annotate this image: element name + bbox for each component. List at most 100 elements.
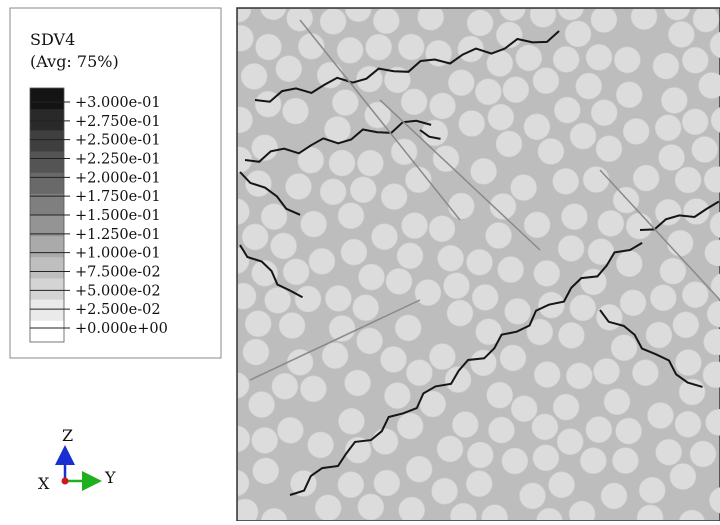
- fiber: [295, 286, 321, 312]
- fiber: [670, 464, 696, 490]
- x-axis: [62, 478, 69, 485]
- colorbar-band: [30, 279, 64, 301]
- legend-variable: SDV4: [30, 30, 75, 49]
- fiber: [656, 439, 682, 465]
- fiber: [616, 82, 642, 108]
- fiber: [580, 448, 606, 474]
- fiber: [241, 63, 267, 89]
- fiber: [623, 118, 649, 144]
- fiber: [596, 304, 622, 330]
- fiber: [549, 472, 575, 498]
- fiber: [500, 345, 526, 371]
- fiber: [261, 204, 287, 230]
- fiber: [372, 224, 398, 250]
- fiber: [534, 260, 560, 286]
- fiber: [655, 115, 681, 141]
- fiber: [444, 273, 470, 299]
- fiber: [682, 282, 708, 308]
- fiber: [399, 497, 425, 521]
- fiber: [498, 257, 524, 283]
- colorbar-label: +7.500e-02: [75, 265, 161, 281]
- fiber: [338, 472, 364, 498]
- fiber: [594, 358, 620, 384]
- fiber: [650, 285, 676, 311]
- fiber: [433, 146, 459, 172]
- colorbar-label: +2.500e-01: [75, 133, 161, 149]
- colorbar-band: [30, 109, 64, 131]
- fiber: [496, 131, 522, 157]
- fiber: [596, 136, 622, 162]
- fiber: [553, 168, 579, 194]
- fiber: [565, 21, 591, 47]
- fiber: [430, 93, 456, 119]
- fiber: [598, 210, 624, 236]
- fiber: [467, 442, 493, 468]
- fiber: [283, 259, 309, 285]
- fiber: [558, 322, 584, 348]
- fiber: [242, 224, 268, 250]
- fiber: [223, 372, 249, 398]
- fiber: [225, 0, 251, 22]
- fiber: [511, 396, 537, 422]
- colorbar-band: [30, 88, 64, 110]
- fiber: [279, 313, 305, 339]
- fiber: [309, 248, 335, 274]
- fiber: [357, 150, 383, 176]
- fiber: [516, 45, 542, 71]
- colorbar-label: +1.500e-01: [75, 208, 161, 224]
- fiber: [675, 350, 701, 376]
- fiber: [397, 243, 423, 269]
- fiber: [301, 211, 327, 237]
- colorbar-label: +2.750e-01: [75, 114, 161, 130]
- colorbar: +3.000e-01 +2.750e-01 +2.500e-01 +2.250e-01…: [30, 88, 168, 343]
- fiber: [553, 46, 579, 72]
- fiber: [320, 179, 346, 205]
- colorbar-band: [30, 257, 64, 279]
- colorbar-label: +0.000e+00: [75, 321, 168, 337]
- colorbar-label: +3.000e-01: [75, 95, 161, 111]
- fiber: [317, 62, 343, 88]
- fiber: [489, 417, 515, 443]
- fiber: [432, 478, 458, 504]
- fiber: [438, 245, 464, 271]
- fiber: [227, 107, 253, 133]
- fiber: [626, 213, 652, 239]
- colorbar-band: [30, 152, 64, 174]
- fiber: [472, 284, 498, 310]
- fiber: [601, 483, 627, 509]
- fiber: [359, 264, 385, 290]
- fiber: [252, 427, 278, 453]
- fiber: [511, 175, 537, 201]
- fiber: [271, 233, 297, 259]
- fiber: [580, 269, 606, 295]
- fiber: [246, 171, 272, 197]
- colorbar-band: [30, 236, 64, 258]
- fiber: [358, 494, 384, 520]
- fiber: [612, 448, 638, 474]
- colorbar-label: +2.250e-01: [75, 152, 161, 168]
- fiber: [660, 258, 686, 284]
- viewport: SDV4 (Avg: 75%) +3.000e-01+2.750e-01+2.5…: [0, 0, 720, 521]
- colorbar-label: +1.750e-01: [75, 189, 161, 205]
- fiber: [386, 268, 412, 294]
- fiber: [272, 373, 298, 399]
- fiber: [566, 363, 592, 389]
- fiber: [533, 68, 559, 94]
- fiber: [487, 51, 513, 77]
- fiber: [357, 328, 383, 354]
- fiber: [648, 403, 674, 429]
- fiber: [381, 184, 407, 210]
- fiber: [667, 230, 693, 256]
- fiber: [561, 204, 587, 230]
- fiber: [639, 477, 665, 503]
- fiber: [690, 441, 716, 467]
- fiber: [683, 199, 709, 225]
- fiber: [604, 389, 630, 415]
- fiber: [692, 137, 718, 163]
- fiber: [332, 90, 358, 116]
- fiber: [381, 346, 407, 372]
- fiber: [487, 382, 513, 408]
- fiber: [287, 349, 313, 375]
- fiber: [586, 417, 612, 443]
- fiber: [591, 7, 617, 33]
